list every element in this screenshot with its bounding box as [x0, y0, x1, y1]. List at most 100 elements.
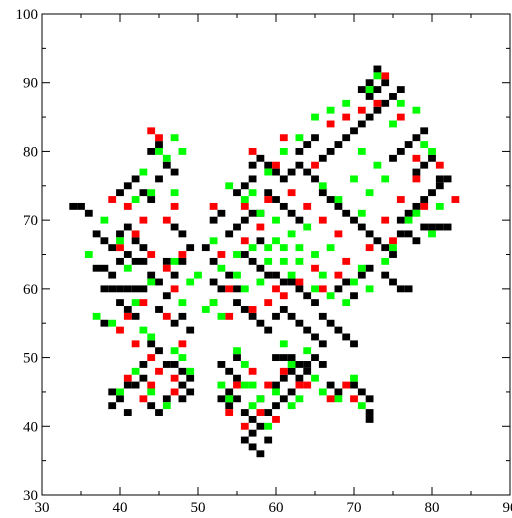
heatmap-cell [131, 381, 140, 389]
heatmap-cell [170, 374, 179, 382]
heatmap-cell [155, 409, 163, 416]
heatmap-cell [131, 340, 140, 348]
heatmap-cell [248, 312, 257, 320]
heatmap-cell [256, 154, 265, 162]
heatmap-cell [155, 347, 163, 355]
heatmap-cell [139, 361, 148, 368]
heatmap-cell [311, 299, 319, 307]
heatmap-cell [295, 278, 304, 286]
heatmap-cell [365, 93, 374, 100]
heatmap-cell [357, 147, 366, 155]
heatmap-cell [77, 202, 85, 210]
heatmap-cell [248, 175, 257, 183]
heatmap-cell [264, 299, 273, 307]
heatmap-cell [287, 354, 296, 362]
heatmap-cell [279, 202, 288, 210]
heatmap-cell [311, 134, 319, 142]
heatmap-cell [381, 244, 390, 252]
heatmap-cell [272, 312, 280, 320]
heatmap-cell [279, 134, 288, 142]
heatmap-cell [264, 257, 273, 265]
heatmap-cell [233, 381, 241, 389]
heatmap-cell [342, 381, 351, 389]
heatmap-cell [357, 271, 366, 279]
heatmap-cell [279, 257, 288, 265]
heatmap-cell [303, 326, 312, 334]
heatmap-cell [186, 326, 195, 334]
heatmap-cell [318, 312, 327, 320]
heatmap-cell [365, 189, 374, 197]
heatmap-cell [365, 113, 374, 121]
heatmap-cell [272, 388, 280, 396]
heatmap-cell [365, 79, 374, 87]
heatmap-cell [225, 230, 234, 238]
heatmap-cell [170, 223, 179, 231]
heatmap-cell [428, 154, 436, 162]
heatmap-cell [123, 202, 132, 210]
heatmap-cell [389, 237, 397, 245]
heatmap-cell [233, 299, 241, 307]
heatmap-cell [147, 271, 156, 279]
heatmap-cell [131, 312, 140, 320]
heatmap-cell [428, 189, 436, 197]
heatmap-cell [365, 395, 374, 403]
heatmap-cell [131, 196, 140, 203]
heatmap-cell [311, 264, 319, 272]
heatmap-cell [342, 99, 351, 107]
heatmap-cell [155, 147, 163, 155]
heatmap-cell [412, 209, 421, 217]
heatmap-cell [186, 388, 195, 396]
heatmap-cell [84, 251, 93, 258]
heatmap-cell [326, 395, 335, 403]
heatmap-cell [287, 230, 296, 238]
heatmap-cell [373, 237, 382, 245]
heatmap-cell [225, 285, 234, 293]
heatmap-cell [350, 216, 358, 224]
heatmap-cell [155, 367, 163, 375]
heatmap-cell [248, 257, 257, 265]
heatmap-cell [272, 161, 280, 169]
heatmap-cell [170, 257, 179, 265]
heatmap-cell [357, 106, 366, 114]
heatmap-cell [248, 415, 257, 423]
heatmap-cell [295, 244, 304, 252]
heatmap-cell [116, 388, 124, 396]
heatmap-cell [178, 340, 187, 348]
heatmap-cell [287, 367, 296, 375]
heatmap-cell [412, 168, 421, 176]
heatmap-cell [155, 175, 163, 183]
heatmap-cell [272, 415, 280, 423]
heatmap-cell [389, 120, 397, 128]
heatmap-cell [412, 237, 421, 245]
heatmap-cell [233, 374, 241, 382]
y-tick-label: 80 [23, 144, 38, 160]
y-tick-label: 70 [23, 213, 38, 229]
heatmap-cell [84, 209, 93, 217]
heatmap-cell [209, 216, 218, 224]
heatmap-cell [295, 257, 304, 265]
heatmap-cell [147, 196, 156, 203]
heatmap-cell [248, 209, 257, 217]
heatmap-cell [116, 230, 124, 238]
heatmap-cell [178, 230, 187, 238]
heatmap-cell [272, 216, 280, 224]
heatmap-cell [240, 409, 249, 416]
heatmap-cell [178, 147, 187, 155]
heatmap-cell [272, 196, 280, 203]
heatmap-cell [162, 161, 171, 169]
heatmap-cell [139, 395, 148, 403]
heatmap-cell [162, 361, 171, 368]
heatmap-cell [389, 93, 397, 100]
heatmap-cell [209, 237, 218, 245]
heatmap-cell [428, 230, 436, 238]
heatmap-cell [248, 147, 257, 155]
heatmap-cell [209, 278, 218, 286]
y-tick-label: 90 [23, 76, 38, 92]
heatmap-cell [303, 202, 312, 210]
heatmap-cell [240, 361, 249, 368]
heatmap-cell [334, 196, 343, 203]
heatmap-cell [147, 251, 156, 258]
heatmap-cell [420, 161, 429, 169]
heatmap-cell [131, 367, 140, 375]
heatmap-cell [303, 347, 312, 355]
